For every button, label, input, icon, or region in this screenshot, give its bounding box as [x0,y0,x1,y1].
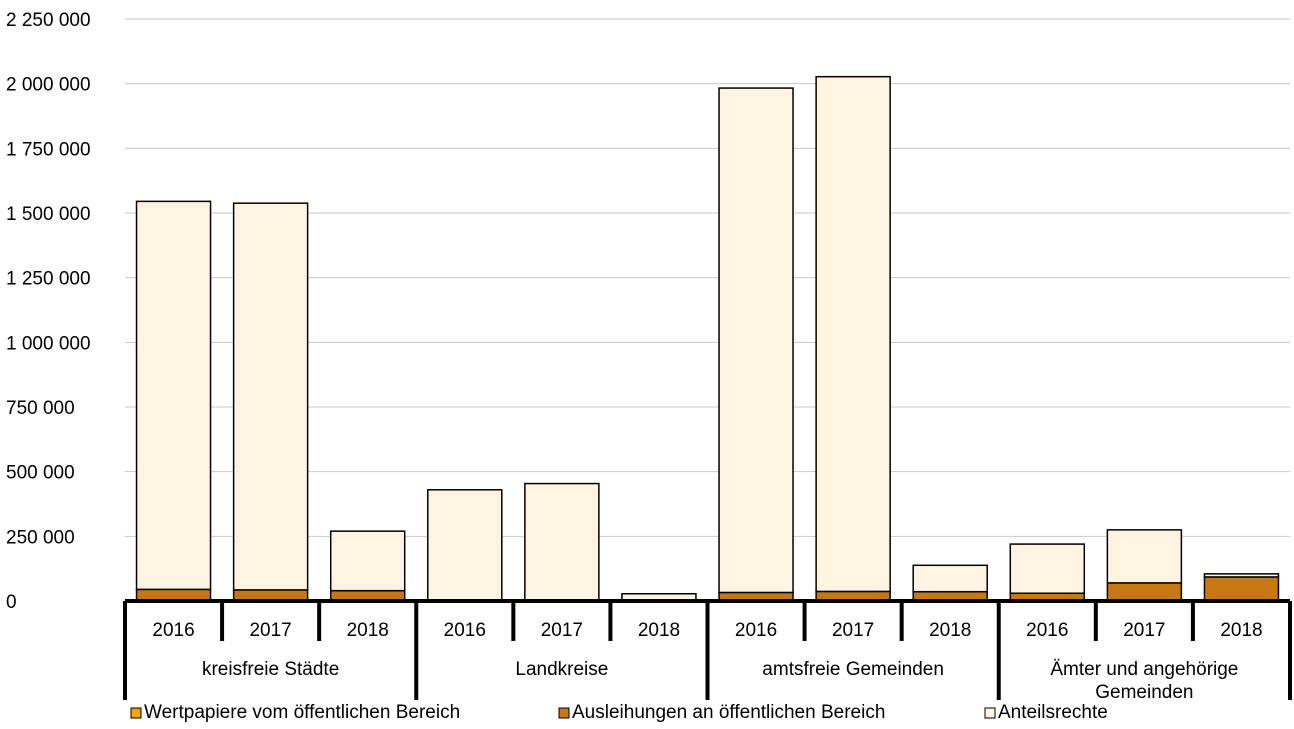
x-group-label: Ämter und angehörige [1050,659,1238,680]
legend-swatch [130,707,142,719]
x-category-label: 2017 [832,620,874,641]
bar-segment [135,200,212,591]
y-tick-label: 250 000 [6,527,75,548]
y-tick-label: 1 500 000 [6,204,91,225]
bar-segment [1203,576,1280,602]
legend-label: Anteilsrechte [998,702,1108,723]
x-group-label: Landkreise [515,659,608,680]
x-category-label: 2016 [1026,620,1068,641]
bar-segment [1009,543,1086,594]
legend-swatch [558,707,570,719]
x-group-label: amtsfreie Gemeinden [762,659,944,680]
y-tick-label: 750 000 [6,398,75,419]
bar-segment [1203,573,1280,578]
bar-segment [427,489,503,602]
x-group-label: kreisfreie Städte [202,659,339,680]
x-category-label: 2018 [347,620,389,641]
x-category-label: 2017 [541,620,583,641]
legend-label: Wertpapiere vom öffentlichen Bereich [144,702,460,723]
x-category-label: 2018 [1220,620,1262,641]
x-category-label: 2017 [1123,620,1165,641]
bar-segment [1106,529,1183,584]
bar-segment [1106,582,1183,602]
bar-segment [912,564,988,593]
bar-segment [718,87,794,594]
legend-swatch [984,707,996,719]
x-category-label: 2016 [735,620,777,641]
y-tick-label: 1 750 000 [6,139,91,160]
y-tick-label: 1 000 000 [6,333,91,354]
x-group-label: Gemeinden [1095,682,1193,703]
bar-segment [329,530,406,592]
x-category-label: 2017 [249,620,291,641]
x-category-label: 2016 [152,620,194,641]
y-tick-label: 2 250 000 [6,10,91,31]
y-tick-label: 500 000 [6,463,75,484]
x-category-label: 2018 [929,620,971,641]
bar-segment [232,202,309,591]
y-tick-label: 2 000 000 [6,75,91,96]
y-tick-label: 0 [6,592,17,613]
bar-segment [524,482,600,602]
x-category-label: 2016 [444,620,486,641]
bar-segment [815,75,891,593]
y-tick-label: 1 250 000 [6,269,91,290]
x-category-label: 2018 [638,620,680,641]
legend-label: Ausleihungen an öffentlichen Bereich [572,702,885,723]
